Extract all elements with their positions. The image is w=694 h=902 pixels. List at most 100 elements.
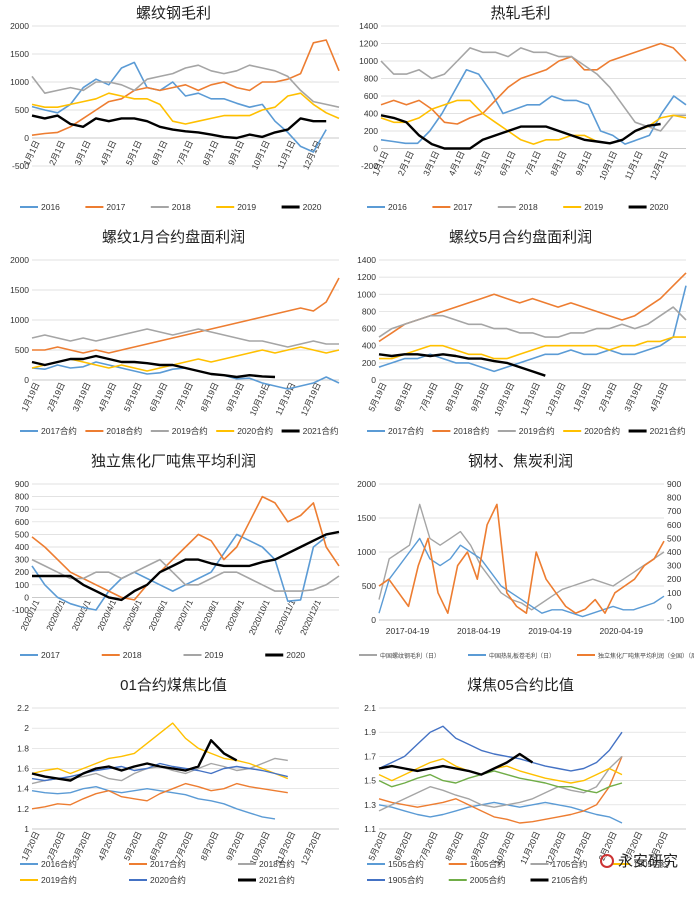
legend-label: 中国螺纹钢毛利（日） [380,652,440,660]
legend-label: 2018合约 [259,859,295,869]
chart-coal-ratio-01-svg: 01合约煤焦比值 1 1.2 1.4 1.6 1.8 2 2.2 1月20日 2月20日 3月20日… [17,677,339,885]
legend-label: 2018 [172,202,191,212]
y-tick-label: 1.4 [17,784,29,794]
legend-label: 2017合约 [150,859,186,869]
x-tick-label: 8月20日 [198,830,220,862]
x-tick-label: 6月20日 [147,830,169,862]
legend-label: 2019 [237,202,256,212]
series-line-2020 [32,530,340,602]
y-tick-label: 1000 [357,547,376,557]
x-tick-label: 10月1日 [597,149,619,181]
y-tick-label: 1000 [359,56,378,66]
y-tick-label: 2.1 [364,703,376,713]
y-tick-label: 0 [373,144,378,154]
x-tick-label: 7月1日 [523,149,543,177]
y-tick-label: 2000 [357,479,376,489]
legend-label: 2021合约 [259,875,295,885]
y-tick-label: 1200 [359,39,378,49]
legend-label: 2019 [584,202,603,212]
y-tick-label: -100 [12,605,29,615]
x-tick-label: 4月19日 [648,381,670,413]
x-tick-label: 8月19日 [443,381,465,413]
x-tick-label: 3月1日 [421,149,441,177]
series-line-2019合约 [31,722,289,780]
series-line-2021合约 [31,739,238,782]
y-tick-label: 1400 [357,255,376,265]
y2-tick-label: 800 [667,493,681,503]
chart-title: 热轧毛利 [490,5,550,22]
series-line-2020 [380,114,661,150]
legend-label: 1505合约 [388,859,424,869]
x-tick-label: 1月19日 [19,381,41,413]
y2-tick-label: 900 [667,479,681,489]
series-line-2016 [380,69,687,145]
x-tick-label: 2020/9/1 [223,598,246,632]
chart-rebar-may-svg: 螺纹5月合约盘面利润 0 200 400 600 800 1000 1200 1400 5月19日… [357,228,687,436]
y-tick-label: 1500 [10,285,29,295]
y-tick-label: 1500 [10,49,29,59]
series-line-2005合约 [378,770,623,794]
series-line-1705合约 [378,755,623,812]
series-line-2021合约 [378,353,546,377]
x-tick-label: 3月1日 [72,139,92,167]
legend-label: 2016合约 [41,859,77,869]
legend-label: 2016 [388,202,407,212]
chart-hrc: 热轧毛利 -200 0 200 400 600 800 1000 1200 1400 1月1日 2月1… [347,0,694,224]
x-tick-label: 5月19日 [366,381,388,413]
y2-tick-label: 300 [667,561,681,571]
chart-steel-coke: 钢材、焦炭利润 0 500 1000 1500 2000 -100 0 100 200 300 400… [347,448,694,672]
legend-label: 2019合约 [41,875,77,885]
legend-label: 2019 [205,650,224,660]
chart-coking: 独立焦化厂吨焦平均利润 -100 0 100 200 300 400 500 600 700 800… [0,448,347,672]
series-line-独立焦化厂吨焦平均利润（全国）（周） [378,503,665,614]
y-tick-label: 0 [24,592,29,602]
y-tick-label: 2000 [10,255,29,265]
series-line-1605合约 [378,756,623,824]
y-tick-label: 300 [15,555,29,565]
series-line-2017合约 [378,285,687,373]
series-line-2019合约 [31,328,339,348]
series-line-2017 [31,533,327,611]
series-line-1905合约 [378,725,623,772]
chart-title: 螺纹1月合约盘面利润 [102,228,245,246]
legend-label: 2021合约 [303,426,339,436]
series-line-2019合约 [378,306,687,338]
chart-steel-coke-svg: 钢材、焦炭利润 0 500 1000 1500 2000 -100 0 100 200 300 400… [357,453,694,660]
x-tick-label: 9月20日 [224,830,246,862]
x-tick-label: 2020/4/1 [95,598,118,632]
x-tick-label: 6月19日 [147,381,169,413]
legend-label: 2017合约 [388,426,424,436]
y-tick-label: 500 [15,345,29,355]
series-line-2018 [31,64,340,108]
legend-label: 1905合约 [388,875,424,885]
legend-label: 2017 [41,650,60,660]
legend-label: 独立焦化厂吨焦平均利润（全国）（周） [598,652,694,660]
series-line-2017合约 [31,782,288,810]
chart-title: 螺纹钢毛利 [136,5,211,22]
legend-label: 2021合约 [650,426,686,436]
y2-tick-label: 0 [667,601,672,611]
x-tick-label: 7月19日 [417,381,439,413]
x-tick-label: 6月1日 [149,139,169,167]
series-line-2105合约 [378,752,534,776]
x-tick-label: 12月19日 [543,381,567,418]
x-tick-label: 8月19日 [198,381,220,413]
y-tick-label: 1500 [357,513,376,523]
x-tick-label: 4月20日 [96,830,118,862]
y-tick-label: 0 [24,375,29,385]
x-tick-label: 7月20日 [173,830,195,862]
x-tick-label: 4月1日 [98,139,118,167]
x-tick-label: 6月1日 [497,149,517,177]
y-tick-label: 200 [362,358,376,368]
series-line-中国螺纹钢毛利（日） [378,503,665,611]
x-tick-label: 2020/6/1 [146,598,169,632]
series-line-2020合约 [379,336,686,360]
y-tick-label: 1.3 [364,800,376,810]
x-tick-label: 2月19日 [596,381,618,413]
series-line-2019 [380,99,687,145]
chart-coal-ratio-05: 煤焦05合约比值 1.1 1.3 1.5 1.7 1.9 2.1 5月20日 6月20日 7月20… [347,672,694,897]
legend-label: 2105合约 [552,875,588,885]
x-tick-label: 7月19日 [173,381,195,413]
x-tick-label: 2020/12/1 [298,598,323,637]
